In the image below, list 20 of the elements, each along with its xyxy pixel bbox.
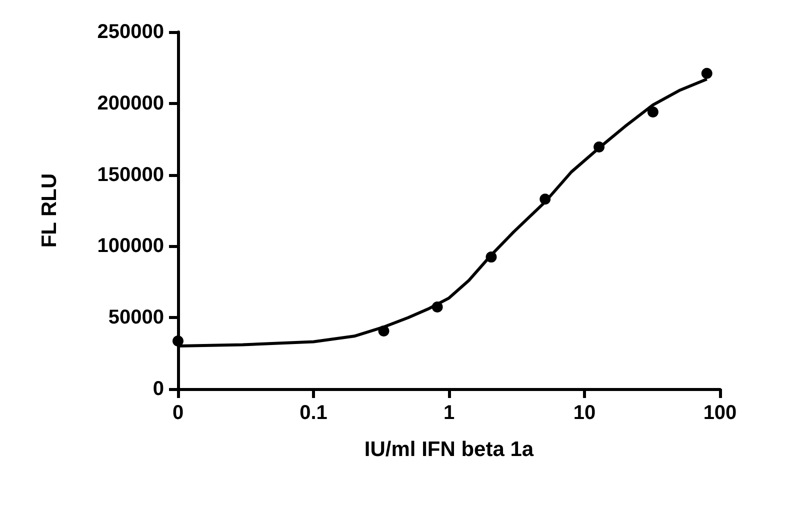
y-tick-label: 150000 [97, 164, 164, 186]
point [701, 68, 712, 79]
y-tick-label: 200000 [97, 92, 164, 114]
y-axis-title: FL RLU [38, 173, 61, 248]
point [647, 106, 658, 118]
y-tick-label: 250000 [97, 21, 164, 43]
x-axis-title: IU/ml IFN beta 1a [364, 438, 534, 461]
x-tick-label: 1 [443, 402, 455, 424]
point [486, 252, 497, 263]
point [540, 194, 551, 205]
y-tick-label: 0 [152, 378, 164, 400]
x-tick-label: 10 [573, 402, 596, 424]
x-tick-label: 0.1 [300, 402, 328, 424]
y-tick-label: 100000 [97, 235, 164, 258]
point [432, 302, 443, 313]
y-tick-label: 50000 [108, 306, 164, 329]
point [594, 141, 605, 152]
x-tick-label: 100 [703, 402, 737, 424]
point [378, 326, 390, 337]
x-tick-label: 0 [172, 402, 184, 424]
